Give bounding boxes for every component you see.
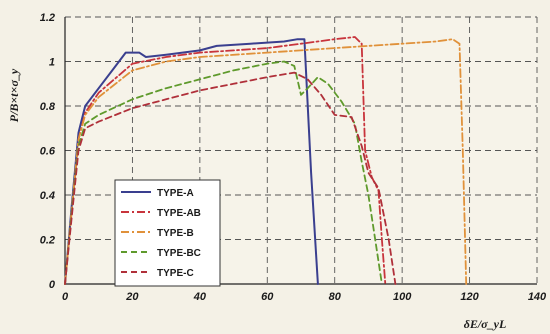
- y-tick-label: 0: [49, 279, 56, 291]
- x-tick-label: 40: [193, 291, 207, 303]
- y-tick-label: 0.2: [40, 235, 55, 247]
- y-tick-label: 0.8: [40, 101, 56, 113]
- legend-label: TYPE-C: [157, 268, 194, 279]
- legend-label: TYPE-A: [157, 188, 194, 199]
- x-tick-label: 60: [261, 291, 274, 303]
- x-tick-label: 20: [125, 291, 139, 303]
- x-tick-label: 120: [460, 291, 479, 303]
- x-tick-label: 0: [62, 291, 69, 303]
- legend-label: TYPE-BC: [157, 248, 201, 259]
- y-tick-label: 0.4: [40, 190, 55, 202]
- series-line-type-a: [64, 38, 319, 285]
- y-tick-label: 1: [49, 57, 55, 69]
- legend-label: TYPE-AB: [157, 208, 201, 219]
- series-line-type-b: [64, 38, 468, 285]
- y-tick-label: 0.6: [40, 146, 56, 158]
- series-line-type-c: [64, 71, 397, 285]
- axes: 0 20 40 60 80 100 120 140 0 0.2 0.4 0.6 0.8 1 1.2 δE/σ_…: [7, 12, 547, 331]
- x-tick-label: 80: [329, 291, 342, 303]
- x-tick-label: 140: [528, 291, 547, 303]
- x-tick-label: 100: [393, 291, 412, 303]
- series-line-type-bc: [64, 60, 383, 285]
- y-axis-title: P/B×t×σ_y: [7, 68, 21, 122]
- legend-label: TYPE-B: [157, 228, 194, 239]
- x-axis-title: δE/σ_yL: [464, 317, 507, 331]
- y-tick-label: 1.2: [40, 12, 55, 24]
- series-group: [64, 36, 468, 285]
- legend: TYPE-A TYPE-AB TYPE-B TYPE-BC TYPE-C: [114, 179, 221, 287]
